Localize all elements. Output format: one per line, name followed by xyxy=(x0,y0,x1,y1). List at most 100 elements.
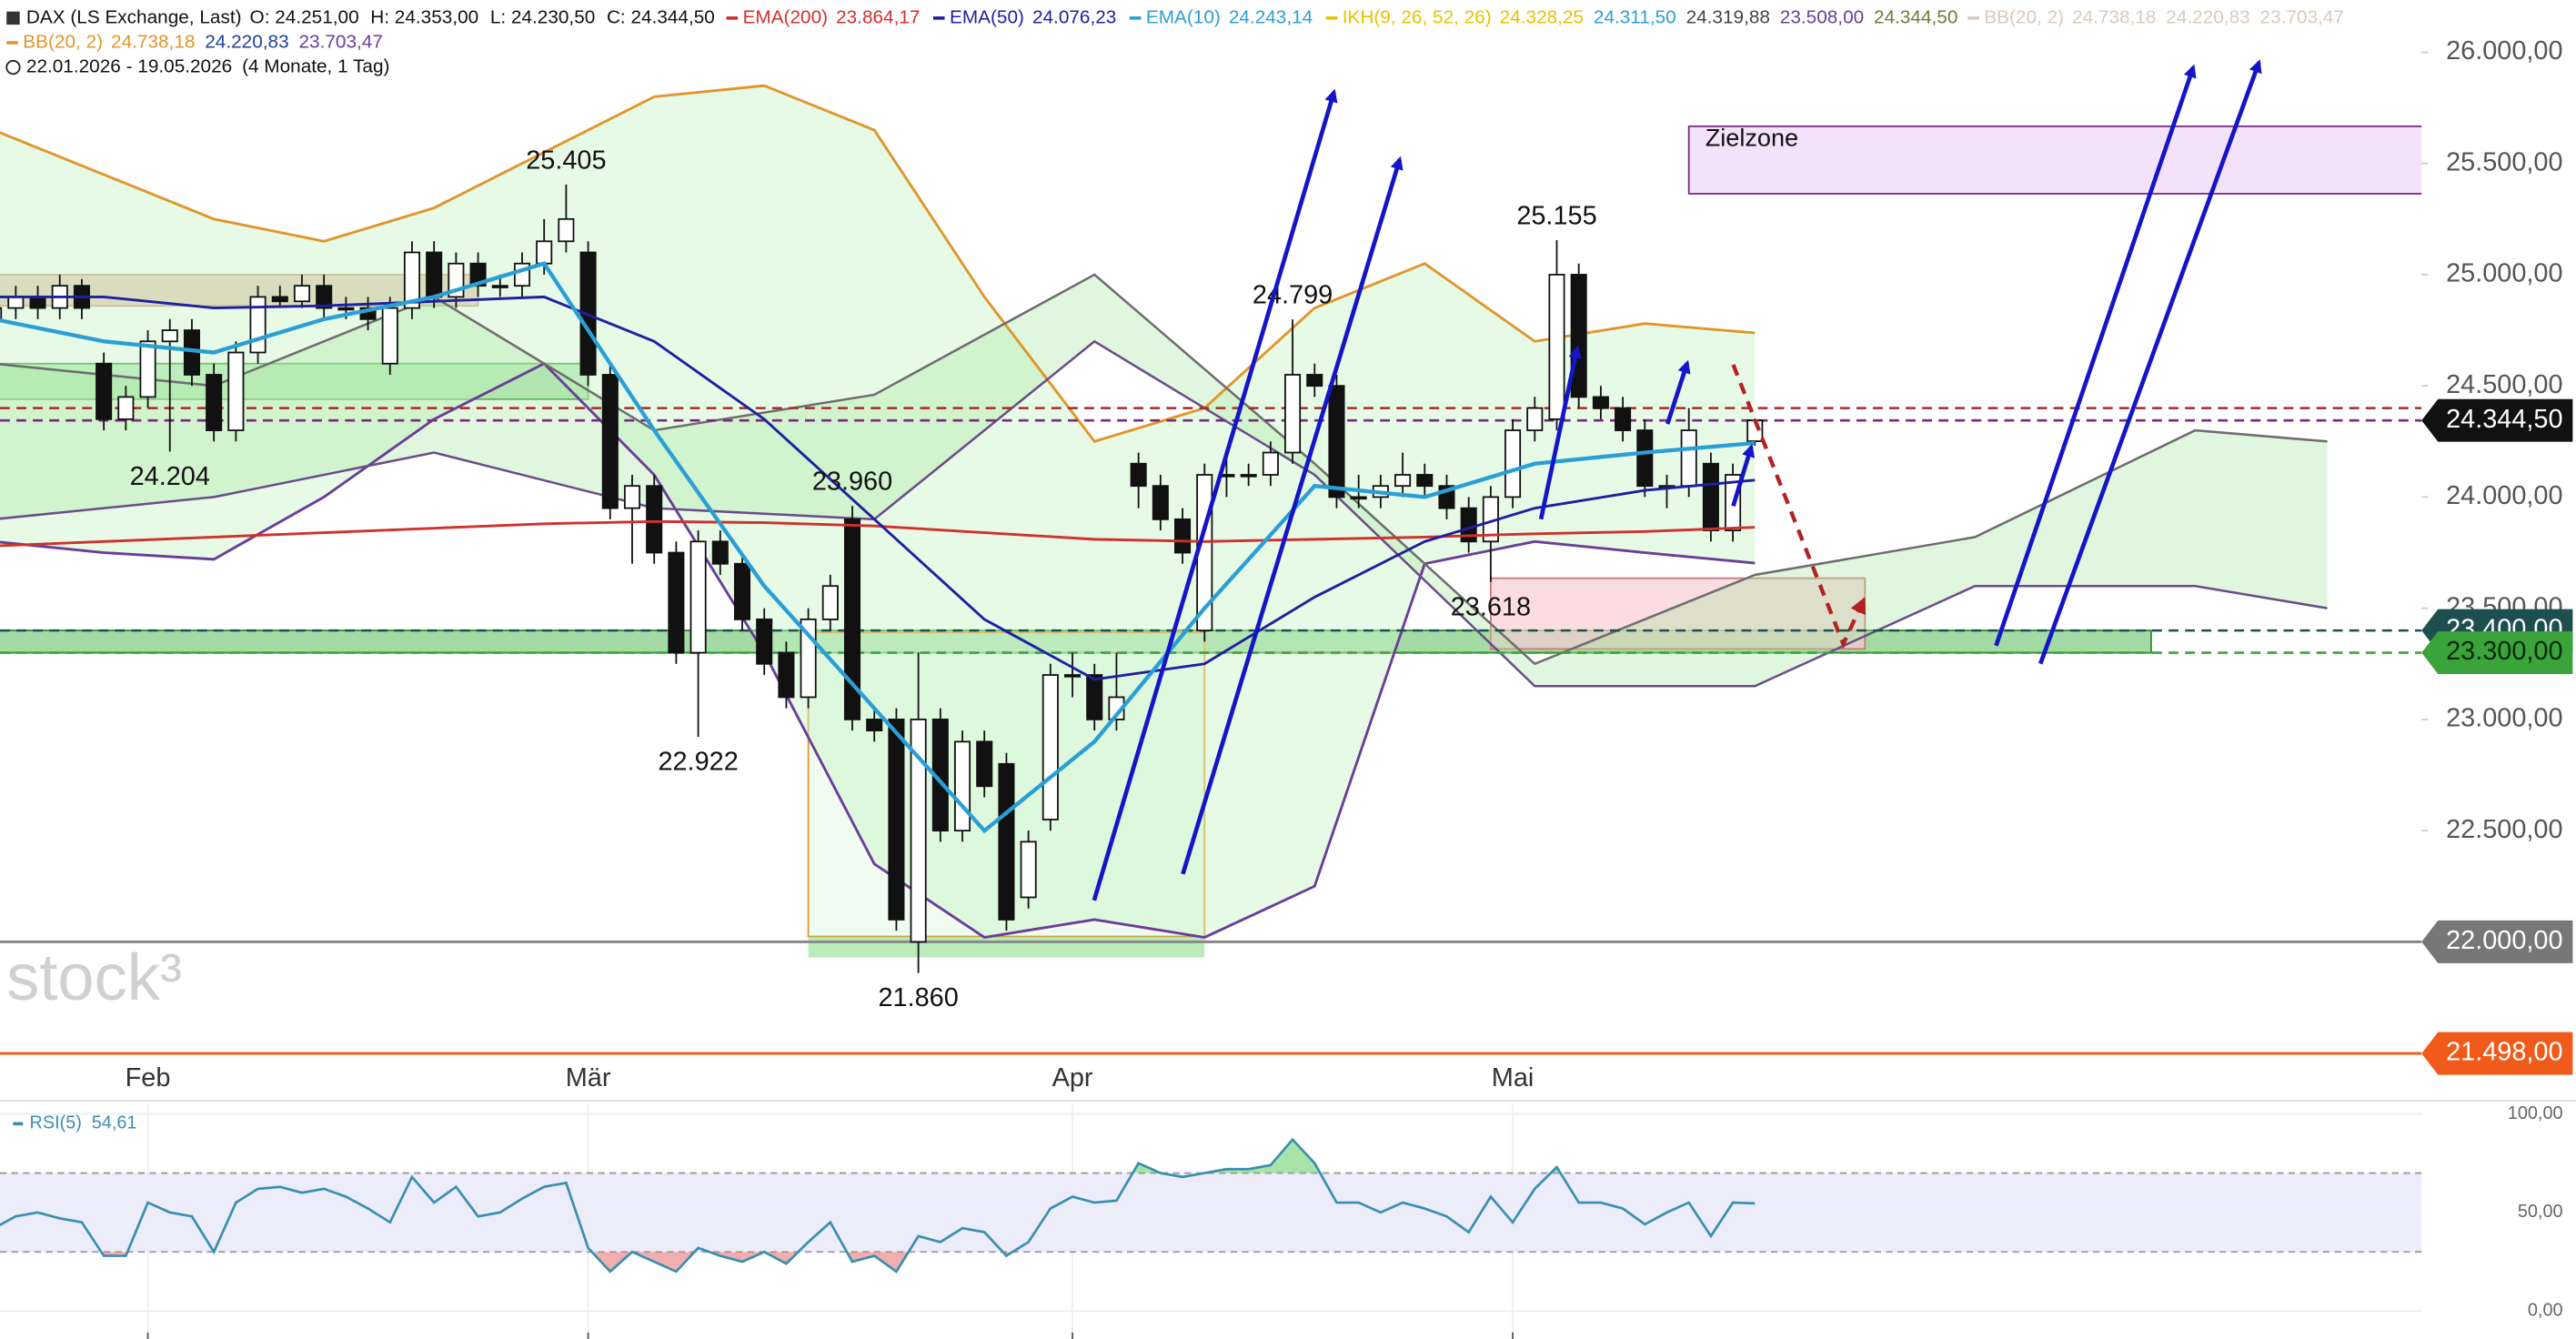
price-annotation: 24.204 xyxy=(130,462,210,491)
ema-line xyxy=(0,261,1756,834)
legend-value: 24.243,14 xyxy=(1229,6,1313,27)
rsi-panel: RSI(5) 54,61 xyxy=(0,1103,2422,1339)
arrow xyxy=(1092,88,1338,901)
candle-body xyxy=(1615,407,1632,431)
legend-value: 23.508,00 xyxy=(1780,6,1864,27)
legend-value: 23.864,17 xyxy=(836,6,920,27)
candle-body xyxy=(1416,474,1434,488)
candle-body xyxy=(1174,518,1192,554)
candle-body xyxy=(469,262,487,287)
candle-body xyxy=(1240,474,1257,478)
legend-value: 24.344,50 xyxy=(1874,6,1957,27)
band-line xyxy=(0,84,1756,443)
candle-body xyxy=(733,562,751,620)
y-tick-label: 24.000,00 xyxy=(2446,481,2562,510)
candle-body xyxy=(976,740,993,788)
candle-body xyxy=(558,217,575,243)
price-annotation: 23.960 xyxy=(812,468,892,497)
arrow xyxy=(1731,443,1756,507)
arrow xyxy=(1181,156,1404,875)
level-badge xyxy=(2421,920,2573,963)
legend-value: 24.328,25 xyxy=(1500,6,1584,27)
candle-body xyxy=(426,251,443,298)
candle-body xyxy=(161,329,178,343)
y-tick-label: 26.000,00 xyxy=(2446,36,2562,65)
candle-body xyxy=(271,296,288,303)
y-tick-label: 24.500,00 xyxy=(2446,370,2562,399)
candle-body xyxy=(227,351,245,431)
x-tick-label: Apr xyxy=(1052,1063,1093,1092)
level-badge xyxy=(2421,631,2573,675)
level-label: 24.344,50 xyxy=(2446,405,2562,434)
candle-body xyxy=(866,718,883,732)
legend: DAX (LS Exchange, Last) O: 24.251,00 H: 24… xyxy=(5,6,2344,77)
candle-body xyxy=(601,374,619,509)
legend-name: BB(20, 2) xyxy=(23,31,103,52)
legend-value: 23.703,47 xyxy=(2260,6,2344,27)
rsi-line xyxy=(0,1137,1756,1274)
candle-body xyxy=(756,618,773,665)
candle-body xyxy=(337,307,355,311)
candle-body xyxy=(953,740,971,832)
legend-value: 24.738,18 xyxy=(111,31,195,52)
candle-body xyxy=(1636,429,1654,488)
y-tick-label: 22.500,00 xyxy=(2446,815,2562,844)
legend-value: 24.311,50 xyxy=(1594,6,1676,27)
level-label: 21.498,00 xyxy=(2446,1038,2562,1067)
rsi-tick-label: 100,00 xyxy=(2508,1103,2563,1123)
candle-body xyxy=(403,251,421,309)
legend-name: BB(20, 2) xyxy=(1984,6,2064,27)
y-tick-label: 25.500,00 xyxy=(2446,147,2562,176)
arrow xyxy=(1538,345,1582,520)
quote: L: 24.230,50 xyxy=(490,6,595,27)
candle-body xyxy=(888,718,905,921)
level-label: 23.300,00 xyxy=(2446,637,2562,666)
zone xyxy=(808,936,1205,958)
date-range: 22.01.2026 - 19.05.2026 xyxy=(26,56,232,77)
candle-body xyxy=(1041,674,1059,821)
candle-body xyxy=(1592,396,1609,409)
candle-body xyxy=(293,285,310,303)
watermark: stock³ xyxy=(6,941,182,1014)
price-annotation: 21.860 xyxy=(878,983,958,1012)
candle-body xyxy=(0,307,3,320)
back-layer xyxy=(0,86,2422,958)
candle-body xyxy=(117,396,135,420)
x-tick-label: Feb xyxy=(126,1063,171,1092)
ema-line xyxy=(0,295,1756,681)
level-badge xyxy=(2421,1032,2573,1075)
x-tick-label: Mai xyxy=(1492,1063,1535,1092)
legend-name: EMA(50) xyxy=(950,6,1024,27)
duration: (4 Monate, 1 Tag) xyxy=(242,56,389,77)
candle-body xyxy=(316,285,333,309)
ema-line xyxy=(0,519,1756,548)
candle-body xyxy=(491,285,508,288)
rsi-tick-label: 50,00 xyxy=(2518,1202,2563,1222)
candle-body xyxy=(1130,462,1147,488)
rsi-legend-name: RSI(5) xyxy=(30,1113,82,1133)
candle-body xyxy=(689,540,707,654)
level-badge xyxy=(2421,398,2573,442)
candle-body xyxy=(1086,674,1103,720)
candle-body xyxy=(1306,374,1323,388)
legend-value: 24.220,83 xyxy=(205,31,288,52)
zone-label: Zielzone xyxy=(1706,123,1798,151)
price-annotation: 23.618 xyxy=(1451,592,1531,621)
candle-body xyxy=(1394,474,1412,488)
legend-value: 23.703,47 xyxy=(298,31,382,52)
quote: H: 24.353,00 xyxy=(370,6,478,27)
price-annotation: 22.922 xyxy=(658,747,738,776)
legend-name: EMA(200) xyxy=(743,6,828,27)
arrow xyxy=(2038,59,2262,665)
x-tick-label: Mär xyxy=(566,1063,611,1092)
candle-body xyxy=(1020,841,1037,899)
legend-value: 24.738,18 xyxy=(2072,6,2156,27)
candle-body xyxy=(1262,451,1279,476)
candle-body xyxy=(96,362,113,420)
arrow xyxy=(1994,64,2197,647)
axis-layer: 26.000,00 25.500,00 25.000,00 24.500,00 24.0… xyxy=(126,36,2573,1339)
zone xyxy=(1489,577,1867,650)
mid-layer xyxy=(0,84,2422,1055)
